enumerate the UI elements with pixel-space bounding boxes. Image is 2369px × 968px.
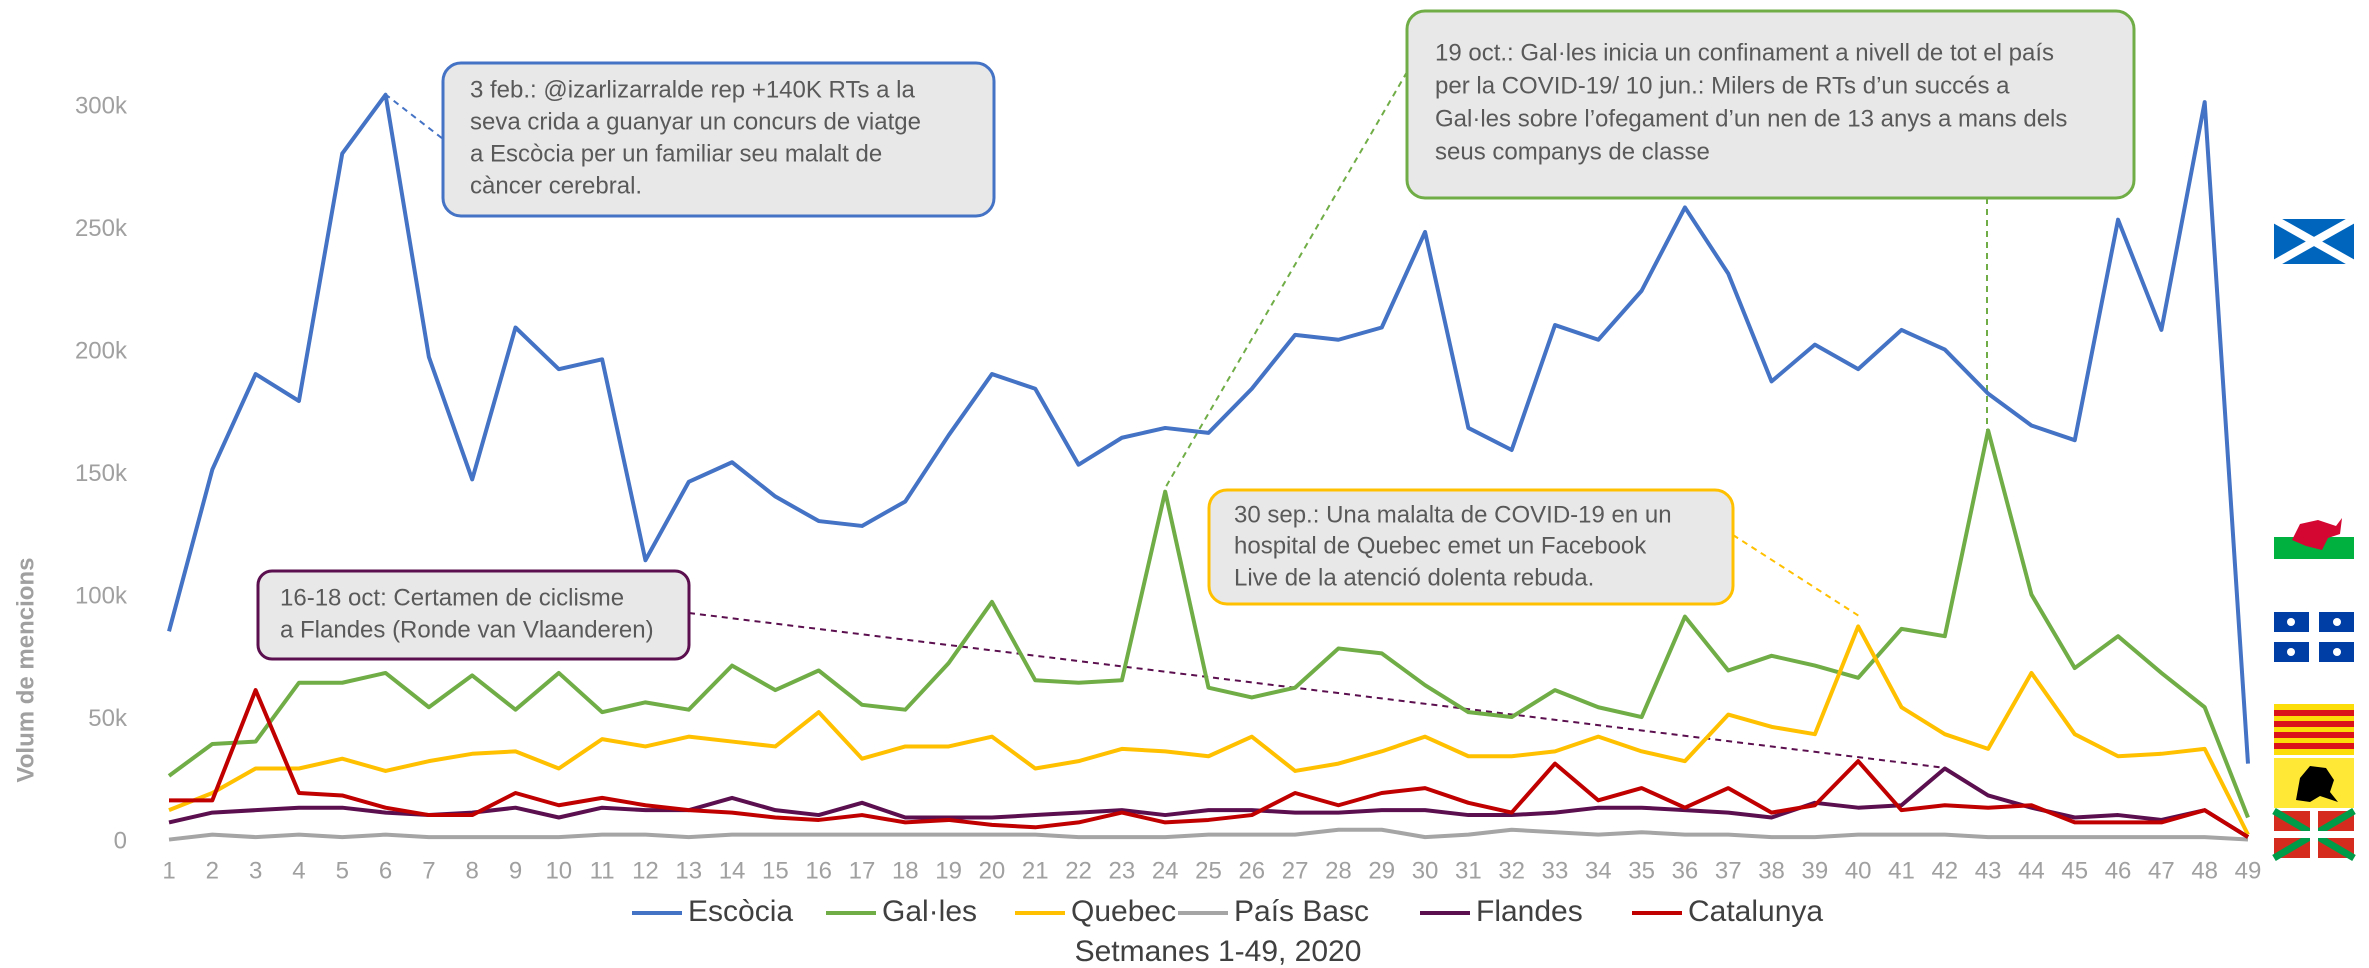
x-tick-label: 37 (1715, 857, 1742, 884)
x-tick-label: 8 (466, 857, 479, 884)
x-tick-label: 15 (762, 857, 789, 884)
series-line (167, 92, 2250, 764)
x-tick-label: 5 (336, 857, 349, 884)
annotation-box (1405, 9, 2136, 200)
x-tick-label: 33 (1542, 857, 1569, 884)
y-tick-label: 300k (75, 92, 128, 119)
legend-label: Catalunya (1688, 895, 1823, 928)
x-tick-label: 18 (892, 857, 919, 884)
series-line (169, 688, 2250, 839)
flag-flanders (2274, 758, 2354, 808)
x-tick-label: 11 (590, 857, 615, 884)
x-tick-label: 6 (379, 857, 392, 884)
x-tick-label: 34 (1585, 857, 1612, 884)
annotation-text: càncer cerebral. (470, 172, 642, 199)
legend-label: Flandes (1476, 895, 1583, 928)
y-tick-label: 250k (75, 215, 128, 242)
annotation-box (441, 61, 996, 218)
x-tick-label: 22 (1065, 857, 1092, 884)
x-tick-label: 29 (1368, 857, 1395, 884)
x-tick-label: 24 (1152, 857, 1179, 884)
legend-label: País Basc (1234, 895, 1369, 928)
series-line (168, 766, 2250, 839)
annotation-text: seva crida a guanyar un concurs de viatg… (470, 108, 921, 135)
y-tick-label: 200k (75, 337, 128, 364)
flag-catalonia (2274, 704, 2354, 755)
x-tick-label: 30 (1412, 857, 1439, 884)
y-tick-label: 50k (88, 705, 128, 732)
x-tick-label: 1 (162, 857, 175, 884)
x-tick-label: 47 (2148, 857, 2175, 884)
x-tick-label: 10 (545, 857, 572, 884)
flag-basque (2272, 807, 2356, 862)
x-tick-label: 44 (2018, 857, 2045, 884)
annotation-text: 30 sep.: Una malalta de COVID-19 en un (1234, 501, 1672, 528)
x-tick-label: 21 (1022, 857, 1049, 884)
x-tick-label: 45 (2061, 857, 2088, 884)
x-tick-label: 4 (292, 857, 305, 884)
x-tick-label: 49 (2235, 857, 2262, 884)
x-tick-label: 16 (805, 857, 832, 884)
flag-quebec (2274, 612, 2354, 662)
x-tick-label: 38 (1758, 857, 1785, 884)
annotation-text: 16-18 oct: Certamen de ciclisme (280, 584, 624, 611)
series-line (168, 624, 2250, 836)
x-tick-label: 31 (1455, 857, 1482, 884)
y-tick-label: 100k (75, 582, 128, 609)
x-tick-label: 32 (1498, 857, 1525, 884)
x-axis-title: Setmanes 1-49, 2020 (1075, 935, 1362, 968)
x-tick-label: 39 (1802, 857, 1829, 884)
series-line (167, 428, 2250, 819)
series-line (168, 827, 2249, 842)
annotation-text: a Escòcia per un familiar seu malalt de (470, 140, 882, 167)
annotation-box (1207, 488, 1735, 606)
legend-label: Quebec (1071, 895, 1176, 928)
annotation-text: 19 oct.: Gal·les inicia un confinament a… (1435, 39, 2054, 66)
x-tick-label: 46 (2105, 857, 2132, 884)
x-tick-label: 35 (1628, 857, 1655, 884)
x-tick-label: 36 (1672, 857, 1699, 884)
x-tick-label: 28 (1325, 857, 1352, 884)
x-tick-label: 23 (1109, 857, 1136, 884)
y-axis-title: Volum de mencions (12, 558, 39, 783)
legend-label: Escòcia (688, 895, 793, 928)
x-tick-label: 42 (1931, 857, 1958, 884)
connector (384, 93, 444, 140)
annotation-text: Gal·les sobre l’ofegament d’un nen de 13… (1435, 105, 2067, 132)
annotation-box (256, 569, 691, 661)
x-tick-label: 7 (422, 857, 435, 884)
flag-wales (2274, 514, 2354, 559)
annotation-text: seus companys de classe (1435, 138, 1710, 165)
x-tick-label: 13 (675, 857, 702, 884)
annotation-text: a Flandes (Ronde van Vlaanderen) (280, 616, 654, 643)
x-tick-label: 43 (1975, 857, 2002, 884)
connector (1163, 71, 1408, 491)
annotation-text: hospital de Quebec emet un Facebook (1234, 532, 1647, 559)
x-tick-label: 27 (1282, 857, 1309, 884)
flag-scotland (2272, 215, 2356, 268)
x-tick-label: 48 (2191, 857, 2218, 884)
x-tick-label: 9 (509, 857, 522, 884)
x-tick-label: 2 (206, 857, 219, 884)
x-tick-label: 19 (935, 857, 962, 884)
y-tick-label: 150k (75, 460, 128, 487)
y-tick-label: 0 (114, 827, 127, 854)
annotation-text: 3 feb.: @izarlizarralde rep +140K RTs a … (470, 76, 915, 103)
x-tick-label: 12 (632, 857, 659, 884)
connector (688, 612, 1947, 769)
annotation-text: per la COVID-19/ 10 jun.: Milers de RTs … (1435, 72, 2010, 99)
legend-label: Gal·les (882, 895, 977, 928)
annotation-text: Live de la atenció dolenta rebuda. (1234, 564, 1594, 591)
x-tick-label: 40 (1845, 857, 1872, 884)
x-tick-label: 17 (849, 857, 876, 884)
x-tick-label: 3 (249, 857, 262, 884)
x-tick-label: 41 (1888, 857, 1915, 884)
x-tick-label: 26 (1238, 857, 1265, 884)
x-tick-label: 14 (719, 857, 746, 884)
connector (1732, 534, 1860, 617)
x-tick-label: 20 (979, 857, 1006, 884)
x-tick-label: 25 (1195, 857, 1222, 884)
